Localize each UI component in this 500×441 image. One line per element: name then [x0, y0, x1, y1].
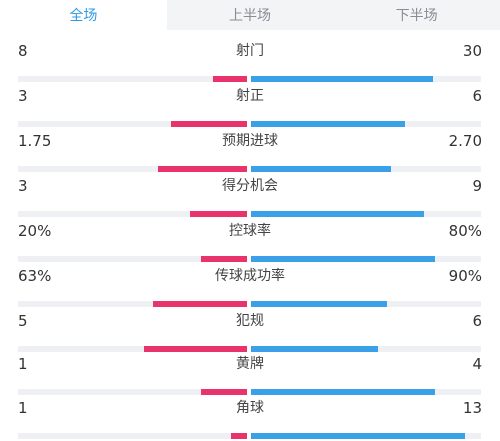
home-bar-track	[18, 211, 247, 217]
stat-label: 射门	[236, 43, 264, 59]
home-value: 3	[18, 177, 28, 195]
away-bar	[251, 433, 465, 439]
home-bar-track	[18, 389, 247, 395]
away-value: 2.70	[448, 132, 482, 150]
stat-row: 3 得分机会 9	[0, 175, 500, 219]
home-value: 20%	[18, 222, 52, 240]
home-value: 63%	[18, 267, 52, 285]
away-bar	[251, 346, 378, 352]
stat-row: 63% 传球成功率 90%	[0, 265, 500, 309]
away-value: 13	[462, 399, 482, 417]
stat-label: 黄牌	[236, 356, 264, 372]
away-value: 90%	[448, 267, 482, 285]
away-value: 6	[472, 87, 482, 105]
home-bar-track	[18, 346, 247, 352]
home-bar	[144, 346, 247, 352]
away-bar	[251, 166, 391, 172]
home-value: 8	[18, 42, 28, 60]
home-bar	[153, 301, 247, 307]
home-bar	[158, 166, 247, 172]
away-bar	[251, 211, 424, 217]
stat-label: 传球成功率	[215, 268, 285, 284]
away-value: 9	[472, 177, 482, 195]
away-bar	[251, 76, 433, 82]
stat-row: 1 黄牌 4	[0, 353, 500, 397]
away-bar	[251, 301, 387, 307]
away-bar	[251, 256, 435, 262]
stat-row: 3 射正 6	[0, 85, 500, 129]
home-bar	[213, 76, 247, 82]
home-bar-track	[18, 121, 247, 127]
away-bar	[251, 389, 435, 395]
home-bar-track	[18, 256, 247, 262]
home-bar-track	[18, 433, 247, 439]
home-bar	[171, 121, 247, 127]
home-bar-track	[18, 301, 247, 307]
tab-full-match[interactable]: 全场	[0, 0, 167, 30]
away-value: 80%	[448, 222, 482, 240]
stat-label: 角球	[236, 400, 264, 416]
away-bar	[251, 121, 405, 127]
stat-label: 得分机会	[222, 178, 278, 194]
tab-first-half[interactable]: 上半场	[229, 8, 271, 24]
home-bar	[201, 256, 247, 262]
away-value: 6	[472, 312, 482, 330]
home-bar-track	[18, 166, 247, 172]
away-value: 4	[472, 355, 482, 373]
home-bar	[190, 211, 247, 217]
stat-row: 5 犯规 6	[0, 310, 500, 354]
stat-row: 1.75 预期进球 2.70	[0, 130, 500, 174]
home-value: 1	[18, 355, 28, 373]
stat-label: 控球率	[229, 223, 271, 239]
stat-row: 20% 控球率 80%	[0, 220, 500, 264]
tab-second-half[interactable]: 下半场	[395, 8, 438, 24]
home-value: 1.75	[18, 132, 52, 150]
home-value: 5	[18, 312, 28, 330]
away-value: 30	[462, 42, 482, 60]
stat-label: 射正	[236, 88, 264, 104]
home-bar-track	[18, 76, 247, 82]
stats-list: 8 射门 30 3 射正 6 1.75 预期进球 2.70 3 得分机会 9 20% 控球率 80% 63% 传…	[0, 30, 500, 440]
home-bar	[201, 389, 247, 395]
home-bar	[231, 433, 247, 439]
period-tabs: 全场 上半场 下半场	[0, 0, 500, 30]
home-value: 3	[18, 87, 28, 105]
stat-row: 1 角球 13	[0, 397, 500, 441]
stat-label: 犯规	[236, 313, 264, 329]
home-value: 1	[18, 399, 28, 417]
stat-row: 8 射门 30	[0, 40, 500, 84]
stat-label: 预期进球	[222, 133, 278, 149]
